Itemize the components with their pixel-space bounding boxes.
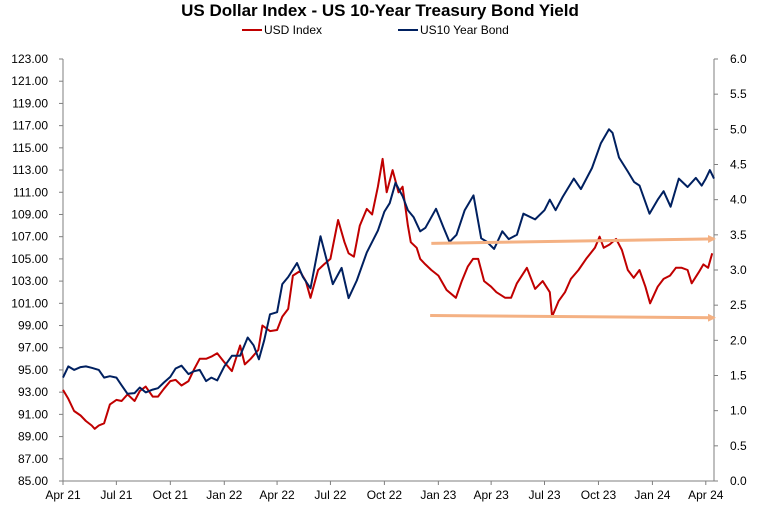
x-axis-tick-label: Apr 23 (473, 488, 509, 502)
series-line-usd-index (62, 157, 714, 430)
left-axis-tick-label: 87.00 (18, 452, 48, 466)
legend-label-usd-index: USD Index (264, 23, 323, 37)
left-axis-tick-label: 109.00 (11, 207, 48, 221)
right-axis-tick-label: 2.5 (730, 298, 747, 312)
left-axis-tick-label: 103.00 (11, 274, 48, 288)
x-axis-tick-label: Jul 23 (528, 488, 560, 502)
left-axis-tick-label: 107.00 (11, 230, 48, 244)
series-layer (62, 128, 715, 430)
x-axis-tick-label: Apr 21 (45, 488, 81, 502)
left-axis-tick-label: 95.00 (18, 363, 48, 377)
annotation-arrow-1 (431, 235, 716, 245)
right-axis-tick-label: 0.0 (730, 474, 747, 488)
x-axis-tick-label: Jul 22 (314, 488, 346, 502)
x-axis-tick-label: Jan 23 (420, 488, 456, 502)
series-line-us10-year-bond (62, 128, 715, 395)
left-axis-tick-label: 91.00 (18, 407, 48, 421)
x-axis-tick-label: Apr 24 (688, 488, 724, 502)
left-axis-tick-label: 113.00 (12, 163, 48, 177)
right-axis-tick-label: 6.0 (730, 52, 747, 66)
left-axis-tick-label: 119.00 (12, 96, 48, 110)
right-axis-tick-label: 5.0 (730, 122, 747, 136)
left-axis-tick-label: 111.00 (13, 185, 48, 199)
left-axis-tick-label: 85.00 (18, 474, 48, 488)
annotation-arrow-2 (430, 313, 716, 322)
x-axis-tick-label: Jul 21 (100, 488, 132, 502)
left-axis-tick-label: 99.00 (18, 319, 48, 333)
x-axis-tick-label: Jan 22 (206, 488, 242, 502)
left-axis-tick-label: 123.00 (11, 52, 48, 66)
legend-item-usd-index: USD Index (242, 23, 322, 37)
right-axis-tick-label: 4.5 (730, 158, 747, 172)
left-axis-tick-label: 117.00 (12, 119, 48, 133)
x-axis-tick-label: Oct 23 (581, 488, 617, 502)
legend-swatch-usd-index (242, 29, 262, 31)
x-axis-tick-label: Jan 24 (634, 488, 670, 502)
left-axis-tick-label: 97.00 (18, 341, 48, 355)
chart-title: US Dollar Index - US 10-Year Treasury Bo… (181, 1, 579, 20)
x-axis-tick-label: Oct 22 (367, 488, 403, 502)
annotation-layer (430, 235, 716, 322)
right-axis-tick-label: 0.5 (730, 439, 747, 453)
chart-legend: USD Index US10 Year Bond (0, 23, 760, 41)
x-axis-tick-label: Apr 22 (259, 488, 295, 502)
right-axis-tick-label: 1.0 (730, 404, 747, 418)
right-axis-tick-label: 5.5 (730, 87, 747, 101)
right-axis-tick-label: 1.5 (730, 369, 747, 383)
x-axis-tick-label: Oct 21 (153, 488, 189, 502)
legend-label-us10-year-bond: US10 Year Bond (420, 23, 509, 37)
left-axis-tick-label: 101.00 (11, 296, 48, 310)
right-axis-tick-label: 4.0 (730, 193, 747, 207)
legend-swatch-us10-year-bond (398, 29, 418, 31)
left-axis-tick-label: 93.00 (18, 385, 48, 399)
left-axis-tick-label: 105.00 (11, 252, 48, 266)
right-axis-tick-label: 3.5 (730, 228, 747, 242)
left-axis-tick-label: 89.00 (18, 430, 48, 444)
legend-item-us10-year-bond: US10 Year Bond (398, 23, 509, 37)
left-axis-tick-label: 115.00 (12, 141, 48, 155)
right-axis-tick-label: 3.0 (730, 263, 747, 277)
right-axis-tick-label: 2.0 (730, 333, 747, 347)
left-axis-tick-label: 121.00 (11, 74, 48, 88)
axes: 85.00 87.00 89.00 91.00 93.00 95.00 97.00 99.00… (11, 52, 747, 502)
